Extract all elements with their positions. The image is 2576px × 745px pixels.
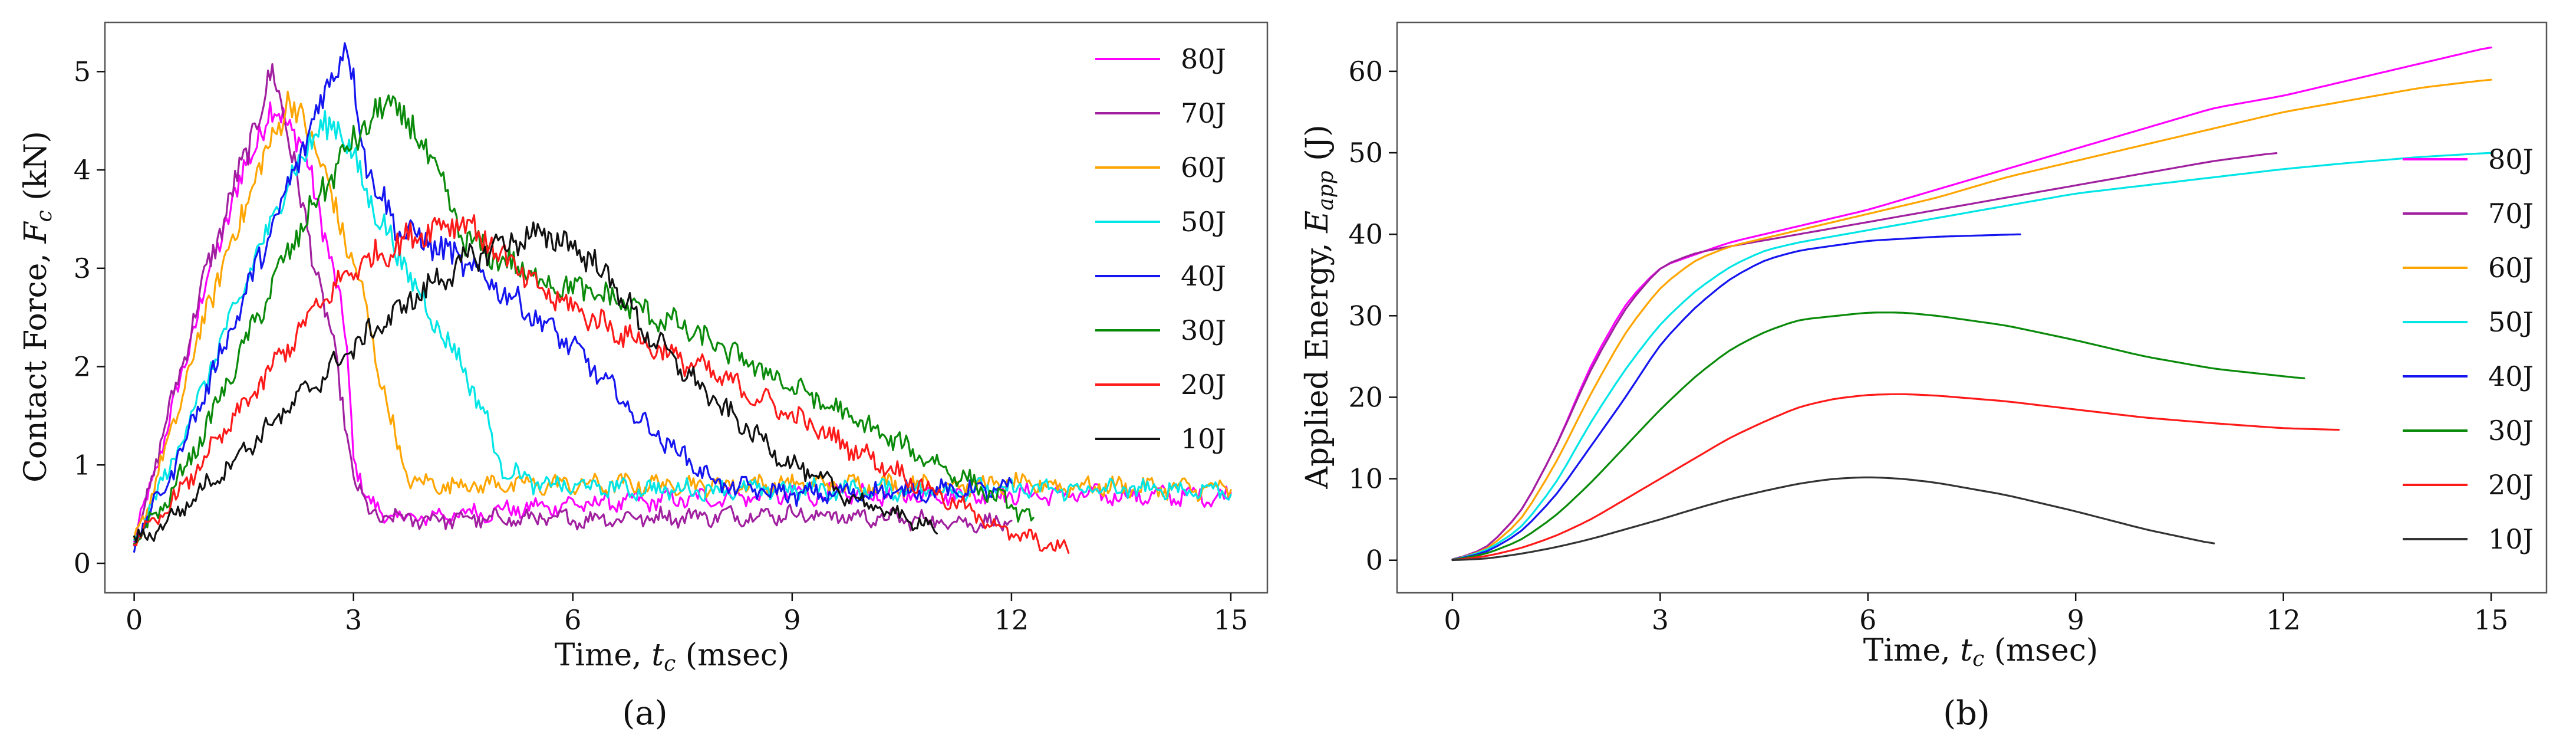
- y-tick-label: 0: [1366, 544, 1383, 576]
- series-line-10J: [1451, 476, 2215, 562]
- panel-a-x-axis-label: Time, tc (msec): [555, 638, 790, 676]
- y-tick-label: 5: [74, 55, 91, 87]
- y-tick-label: 60: [1348, 55, 1383, 87]
- x-tick-label: 3: [345, 604, 362, 636]
- series-line-50J: [1451, 152, 2492, 561]
- y-tick-label: 1: [74, 449, 91, 481]
- panel-a-legend: 80J 70J 60J 50J 40J 30J 20J 10J: [1095, 43, 1226, 455]
- y-tick-label: 3: [74, 252, 91, 284]
- series-line-50J: [133, 110, 1232, 541]
- panel-a-plot-frame: [104, 21, 1269, 594]
- panel-a-y-axis-label: Contact Force, Fc (kN): [18, 131, 57, 483]
- x-tick-label: 6: [564, 604, 581, 636]
- y-tick-label: 0: [74, 547, 91, 579]
- x-tick-label: 6: [1859, 604, 1876, 636]
- panel-a-label: (a): [622, 694, 667, 733]
- x-tick-label: 9: [783, 604, 801, 636]
- legend-label-50J: 50J: [1181, 206, 1226, 238]
- series-line-20J: [133, 214, 1070, 554]
- x-tick-label: 0: [126, 604, 143, 636]
- series-line-30J: [1451, 311, 2305, 561]
- y-tick-label: 20: [1348, 381, 1383, 413]
- legend-label-60J: 60J: [1181, 152, 1226, 183]
- legend-label-20J: 20J: [2488, 469, 2534, 501]
- panel-b-x-axis-label: Time, tc (msec): [1863, 633, 2099, 671]
- series-line-70J: [1451, 152, 2278, 560]
- y-tick-label: 2: [74, 351, 91, 383]
- legend-label-10J: 10J: [2488, 523, 2534, 555]
- legend-label-80J: 80J: [2488, 143, 2534, 175]
- legend-label-50J: 50J: [2488, 306, 2534, 338]
- legend-label-30J: 30J: [2488, 415, 2534, 447]
- panel-a-series-group: [133, 42, 1232, 554]
- panel-b-y-axis-label: Applied Energy, Eapp (J): [1300, 124, 1338, 489]
- panel-b-series-group: [1451, 46, 2492, 562]
- x-tick-label: 9: [2067, 604, 2084, 636]
- legend-label-70J: 70J: [2488, 198, 2534, 229]
- x-tick-label: 0: [1444, 604, 1461, 636]
- legend-label-20J: 20J: [1181, 369, 1226, 401]
- panel-b-label: (b): [1943, 694, 1990, 733]
- y-tick-label: 4: [74, 154, 91, 186]
- panel-b-ticks: 0 3 6 9 12 15 0 10 20 30 40 50 60: [1348, 55, 2508, 636]
- legend-label-30J: 30J: [1181, 314, 1226, 346]
- panel-b-energy-chart: 0 3 6 9 12 15 0 10 20 30 40 50 60 80J 70J 60J 50J 40J 30J…: [1300, 21, 2548, 733]
- legend-label-70J: 70J: [1181, 97, 1226, 129]
- y-tick-label: 10: [1348, 463, 1383, 495]
- legend-label-80J: 80J: [1181, 43, 1226, 75]
- legend-label-40J: 40J: [1181, 260, 1226, 292]
- series-line-60J: [1451, 78, 2492, 561]
- x-tick-label: 15: [2474, 604, 2509, 636]
- series-line-20J: [1451, 393, 2340, 561]
- series-line-40J: [1451, 233, 2021, 561]
- series-line-10J: [133, 221, 938, 543]
- series-line-40J: [133, 42, 1013, 553]
- panel-b-legend: 80J 70J 60J 50J 40J 30J 20J 10J: [2403, 143, 2534, 555]
- x-tick-label: 12: [994, 604, 1029, 636]
- series-line-70J: [133, 63, 1013, 547]
- legend-label-40J: 40J: [2488, 360, 2534, 392]
- legend-label-60J: 60J: [2488, 252, 2534, 284]
- x-tick-label: 3: [1652, 604, 1669, 636]
- series-line-80J: [1451, 46, 2492, 560]
- y-tick-label: 50: [1348, 137, 1383, 169]
- y-tick-label: 40: [1348, 218, 1383, 250]
- y-tick-label: 30: [1348, 300, 1383, 332]
- panel-b-plot-frame: [1396, 21, 2548, 594]
- x-tick-label: 12: [2266, 604, 2301, 636]
- series-line-30J: [133, 94, 1035, 546]
- x-tick-label: 15: [1214, 604, 1249, 636]
- series-line-80J: [133, 101, 1232, 543]
- legend-label-10J: 10J: [1181, 423, 1226, 455]
